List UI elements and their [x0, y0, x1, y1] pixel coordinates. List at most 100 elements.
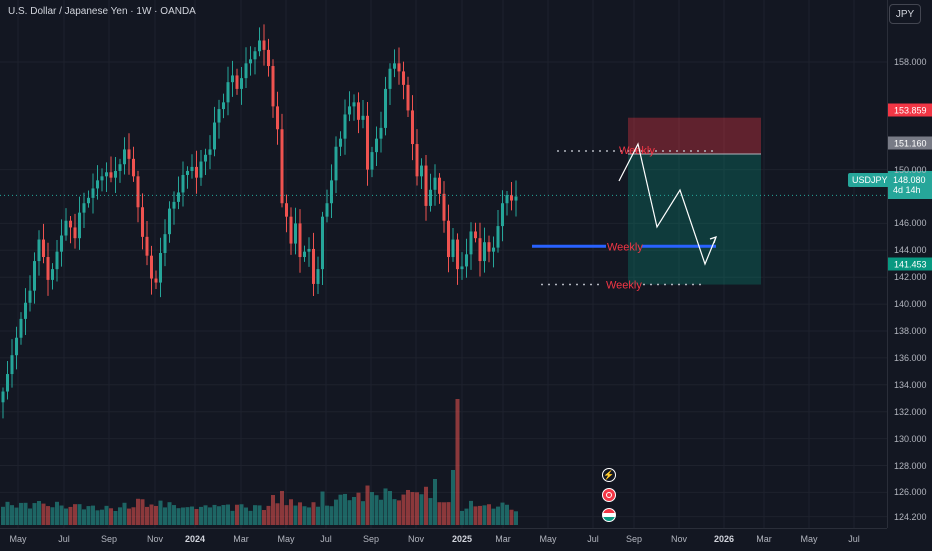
candle-body	[217, 109, 221, 123]
candle-body	[150, 255, 153, 279]
volume-bar	[230, 510, 235, 525]
price-axis-label: 124.200	[894, 511, 927, 522]
candle-body	[222, 102, 225, 110]
candle-body	[186, 170, 189, 175]
price-axis[interactable]	[887, 0, 932, 528]
candle-body	[141, 207, 144, 237]
volume-bar	[109, 508, 113, 525]
candle-body	[114, 170, 117, 178]
lightning-icon[interactable]: ⚡	[602, 468, 616, 482]
volume-bar	[19, 502, 23, 525]
candle-body	[447, 220, 450, 258]
flag-icon[interactable]	[602, 508, 616, 522]
candle-body	[474, 231, 477, 239]
volume-bar	[352, 496, 356, 525]
candle-body	[271, 66, 275, 107]
volume-bar	[41, 503, 46, 525]
volume-bar	[217, 506, 221, 525]
volume-bar	[50, 507, 55, 525]
time-axis-label: 2024	[184, 534, 206, 544]
candle-body	[96, 180, 99, 189]
volume-bar	[365, 485, 370, 525]
volume-bar	[509, 509, 514, 525]
time-axis-label: Sep	[100, 534, 118, 544]
currency-button[interactable]: JPY	[889, 4, 921, 24]
volume-bar	[428, 498, 433, 525]
price-axis-label: 128.000	[894, 460, 927, 471]
volume-bar	[104, 505, 109, 525]
volume-bar	[392, 499, 397, 525]
volume-bar	[424, 486, 428, 525]
volume-bar	[203, 505, 208, 525]
candle-body	[325, 203, 329, 217]
volume-bar	[410, 492, 415, 525]
candle-body	[411, 110, 414, 145]
candle-body	[1, 391, 5, 403]
entry-price-tag: 151.160	[888, 136, 932, 150]
time-axis-label: Jul	[587, 534, 599, 544]
volume-bar	[5, 501, 10, 525]
price-axis-label: 134.000	[894, 379, 927, 390]
candle-body	[154, 278, 158, 283]
volume-bar	[145, 506, 149, 525]
volume-bar	[280, 490, 284, 525]
volume-bar	[122, 502, 127, 525]
volume-bar	[95, 510, 100, 525]
candle-body	[492, 247, 495, 252]
volume-bar	[487, 504, 491, 525]
volume-bar	[401, 494, 406, 525]
volume-bar	[451, 470, 455, 525]
candle-body	[181, 174, 185, 193]
chart-canvas[interactable]: Weekly Weekly Weekly U.S. Dollar / Japanes…	[0, 0, 887, 528]
chart-title: U.S. Dollar / Japanese Yen · 1W · OANDA	[8, 6, 196, 17]
volume-bar	[100, 509, 104, 525]
volume-bar	[118, 507, 122, 525]
price-axis-label: 150.000	[894, 164, 927, 175]
candle-body	[240, 78, 243, 89]
chart-plot[interactable]: Weekly Weekly Weekly	[0, 0, 887, 528]
candle-body	[127, 149, 131, 159]
candle-body	[469, 231, 473, 255]
volume-bar	[208, 507, 212, 525]
candle-body	[37, 239, 41, 262]
volume-bar	[248, 510, 253, 525]
volume-bar	[361, 501, 365, 525]
target-icon[interactable]	[602, 488, 616, 502]
volume-bar	[334, 499, 338, 525]
target-zone	[628, 153, 761, 285]
price-axis-label: 132.000	[894, 406, 927, 417]
candle-body	[60, 235, 63, 252]
candle-body	[334, 146, 338, 181]
volume-bar	[176, 508, 181, 525]
candle-body	[384, 88, 387, 128]
volume-bar	[298, 502, 302, 525]
volume-bar	[239, 504, 244, 525]
candle-body	[235, 75, 239, 89]
candle-body	[393, 63, 396, 69]
volume-bar	[406, 489, 410, 525]
time-axis-label: Jul	[848, 534, 860, 544]
candle-body	[375, 138, 378, 153]
volume-bar	[415, 492, 419, 525]
time-axis[interactable]	[0, 528, 887, 551]
candle-body	[379, 127, 383, 139]
volume-bar	[473, 506, 478, 525]
volume-bar	[181, 507, 185, 525]
candle-body	[100, 176, 104, 181]
volume-bar	[482, 505, 487, 525]
volume-bar	[1, 506, 5, 525]
candle-body	[478, 238, 482, 262]
candle-body	[330, 180, 333, 204]
candle-body	[321, 216, 324, 270]
volume-bar	[356, 492, 361, 525]
candle-body	[442, 193, 446, 221]
candle-body	[163, 234, 167, 253]
volume-bar	[82, 509, 86, 525]
volume-bar	[464, 508, 469, 525]
candle-body	[361, 115, 365, 120]
volume-bar	[307, 507, 311, 525]
price-axis-label: 144.000	[894, 245, 927, 256]
volume-bar	[136, 498, 140, 525]
candle-body	[19, 318, 23, 338]
candle-body	[298, 223, 302, 258]
